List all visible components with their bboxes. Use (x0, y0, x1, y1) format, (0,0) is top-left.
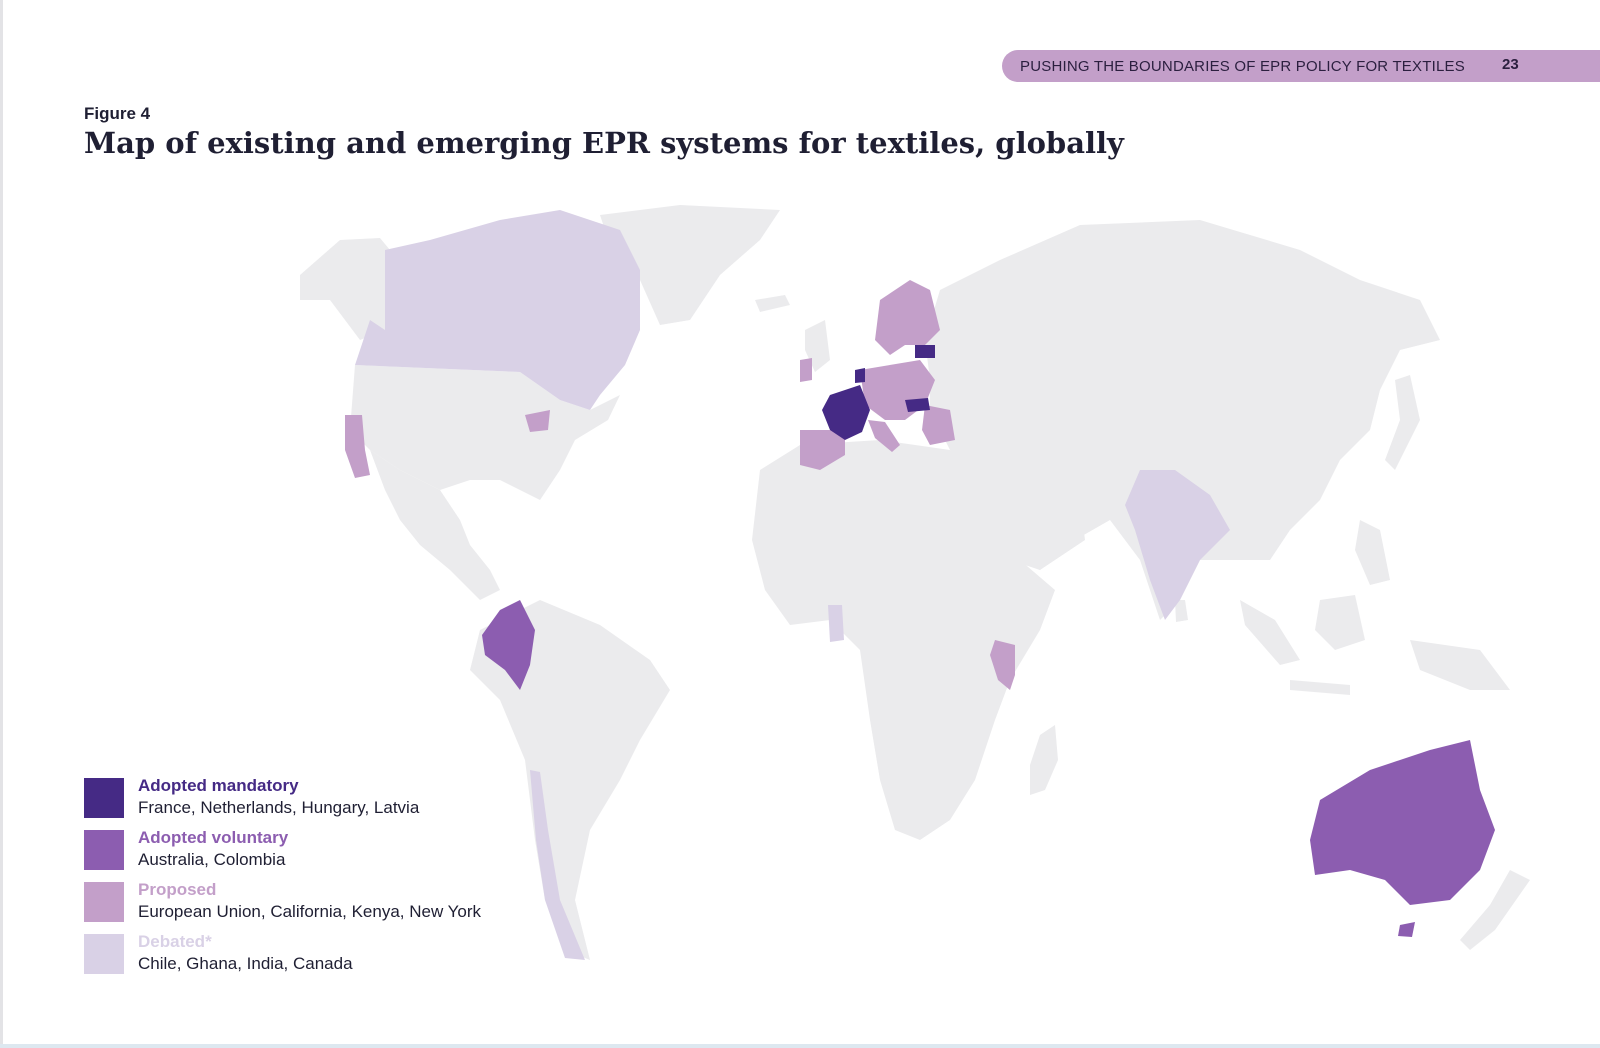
page-number: 23 (1502, 56, 1519, 73)
land-sri-lanka (1175, 600, 1188, 622)
region-india (1125, 470, 1230, 620)
region-hungary (905, 398, 930, 412)
land-mexico (370, 450, 500, 600)
legend-name: Debated* (138, 932, 212, 951)
legend-countries: France, Netherlands, Hungary, Latvia (138, 798, 420, 817)
legend-countries: European Union, California, Kenya, New Y… (138, 902, 482, 921)
region-ghana (828, 605, 844, 642)
status-adopted-mandatory (822, 345, 935, 440)
region-chile (530, 770, 585, 960)
base-landmasses (300, 205, 1530, 960)
region-netherlands (855, 368, 865, 383)
region-tasmania (1398, 922, 1415, 937)
land-alaska (300, 238, 390, 340)
region-australia (1310, 740, 1495, 905)
land-africa (752, 440, 1055, 840)
status-debated (355, 210, 1230, 960)
figure-title: Map of existing and emerging EPR systems… (84, 126, 1124, 160)
running-header: PUSHING THE BOUNDARIES OF EPR POLICY FOR… (1002, 50, 1600, 82)
land-philippines (1355, 520, 1390, 585)
region-new-york (525, 410, 550, 432)
land-iceland (755, 295, 790, 312)
legend-swatch (84, 934, 124, 974)
legend-countries: Chile, Ghana, India, Canada (138, 954, 353, 973)
running-header-title: PUSHING THE BOUNDARIES OF EPR POLICY FOR… (1020, 58, 1465, 75)
region-colombia (482, 600, 535, 690)
legend-swatch (84, 882, 124, 922)
region-eu-central (860, 360, 935, 420)
region-eu-southeast (922, 405, 955, 445)
region-latvia (915, 345, 935, 358)
status-proposed (345, 280, 1015, 690)
land-usa (350, 365, 620, 500)
world-map (300, 205, 1530, 960)
legend-name: Proposed (138, 880, 217, 899)
legend-name: Adopted voluntary (138, 828, 289, 847)
region-kenya (990, 640, 1015, 690)
land-japan (1385, 375, 1420, 470)
land-madagascar (1030, 725, 1058, 795)
region-eu-nordic (875, 280, 940, 355)
region-california (345, 415, 370, 478)
legend-countries: Australia, Colombia (138, 850, 286, 869)
land-java (1290, 680, 1350, 695)
region-france (822, 385, 870, 440)
land-arabia (985, 460, 1085, 570)
page-bottom-edge (0, 1044, 1600, 1048)
region-eu-ireland (800, 358, 812, 382)
figure-label: Figure 4 (84, 104, 151, 123)
land-new-guinea (1410, 640, 1510, 690)
region-eu-italy (868, 420, 900, 452)
status-adopted-voluntary (482, 600, 1495, 937)
region-eu-iberia (800, 430, 845, 470)
land-new-zealand (1460, 870, 1530, 950)
page-left-edge (0, 0, 3, 1048)
legend-name: Adopted mandatory (138, 776, 299, 795)
region-canada (355, 210, 640, 410)
legend-swatch (84, 778, 124, 818)
legend-swatch (84, 830, 124, 870)
land-greenland (600, 205, 780, 325)
land-sumatra (1240, 600, 1300, 665)
land-borneo (1315, 595, 1365, 650)
